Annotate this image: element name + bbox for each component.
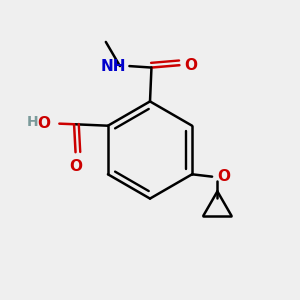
Text: O: O — [38, 116, 50, 131]
Text: H: H — [26, 116, 38, 130]
Text: O: O — [218, 169, 230, 184]
Text: O: O — [185, 58, 198, 73]
Text: NH: NH — [101, 58, 126, 74]
Text: O: O — [69, 159, 82, 174]
